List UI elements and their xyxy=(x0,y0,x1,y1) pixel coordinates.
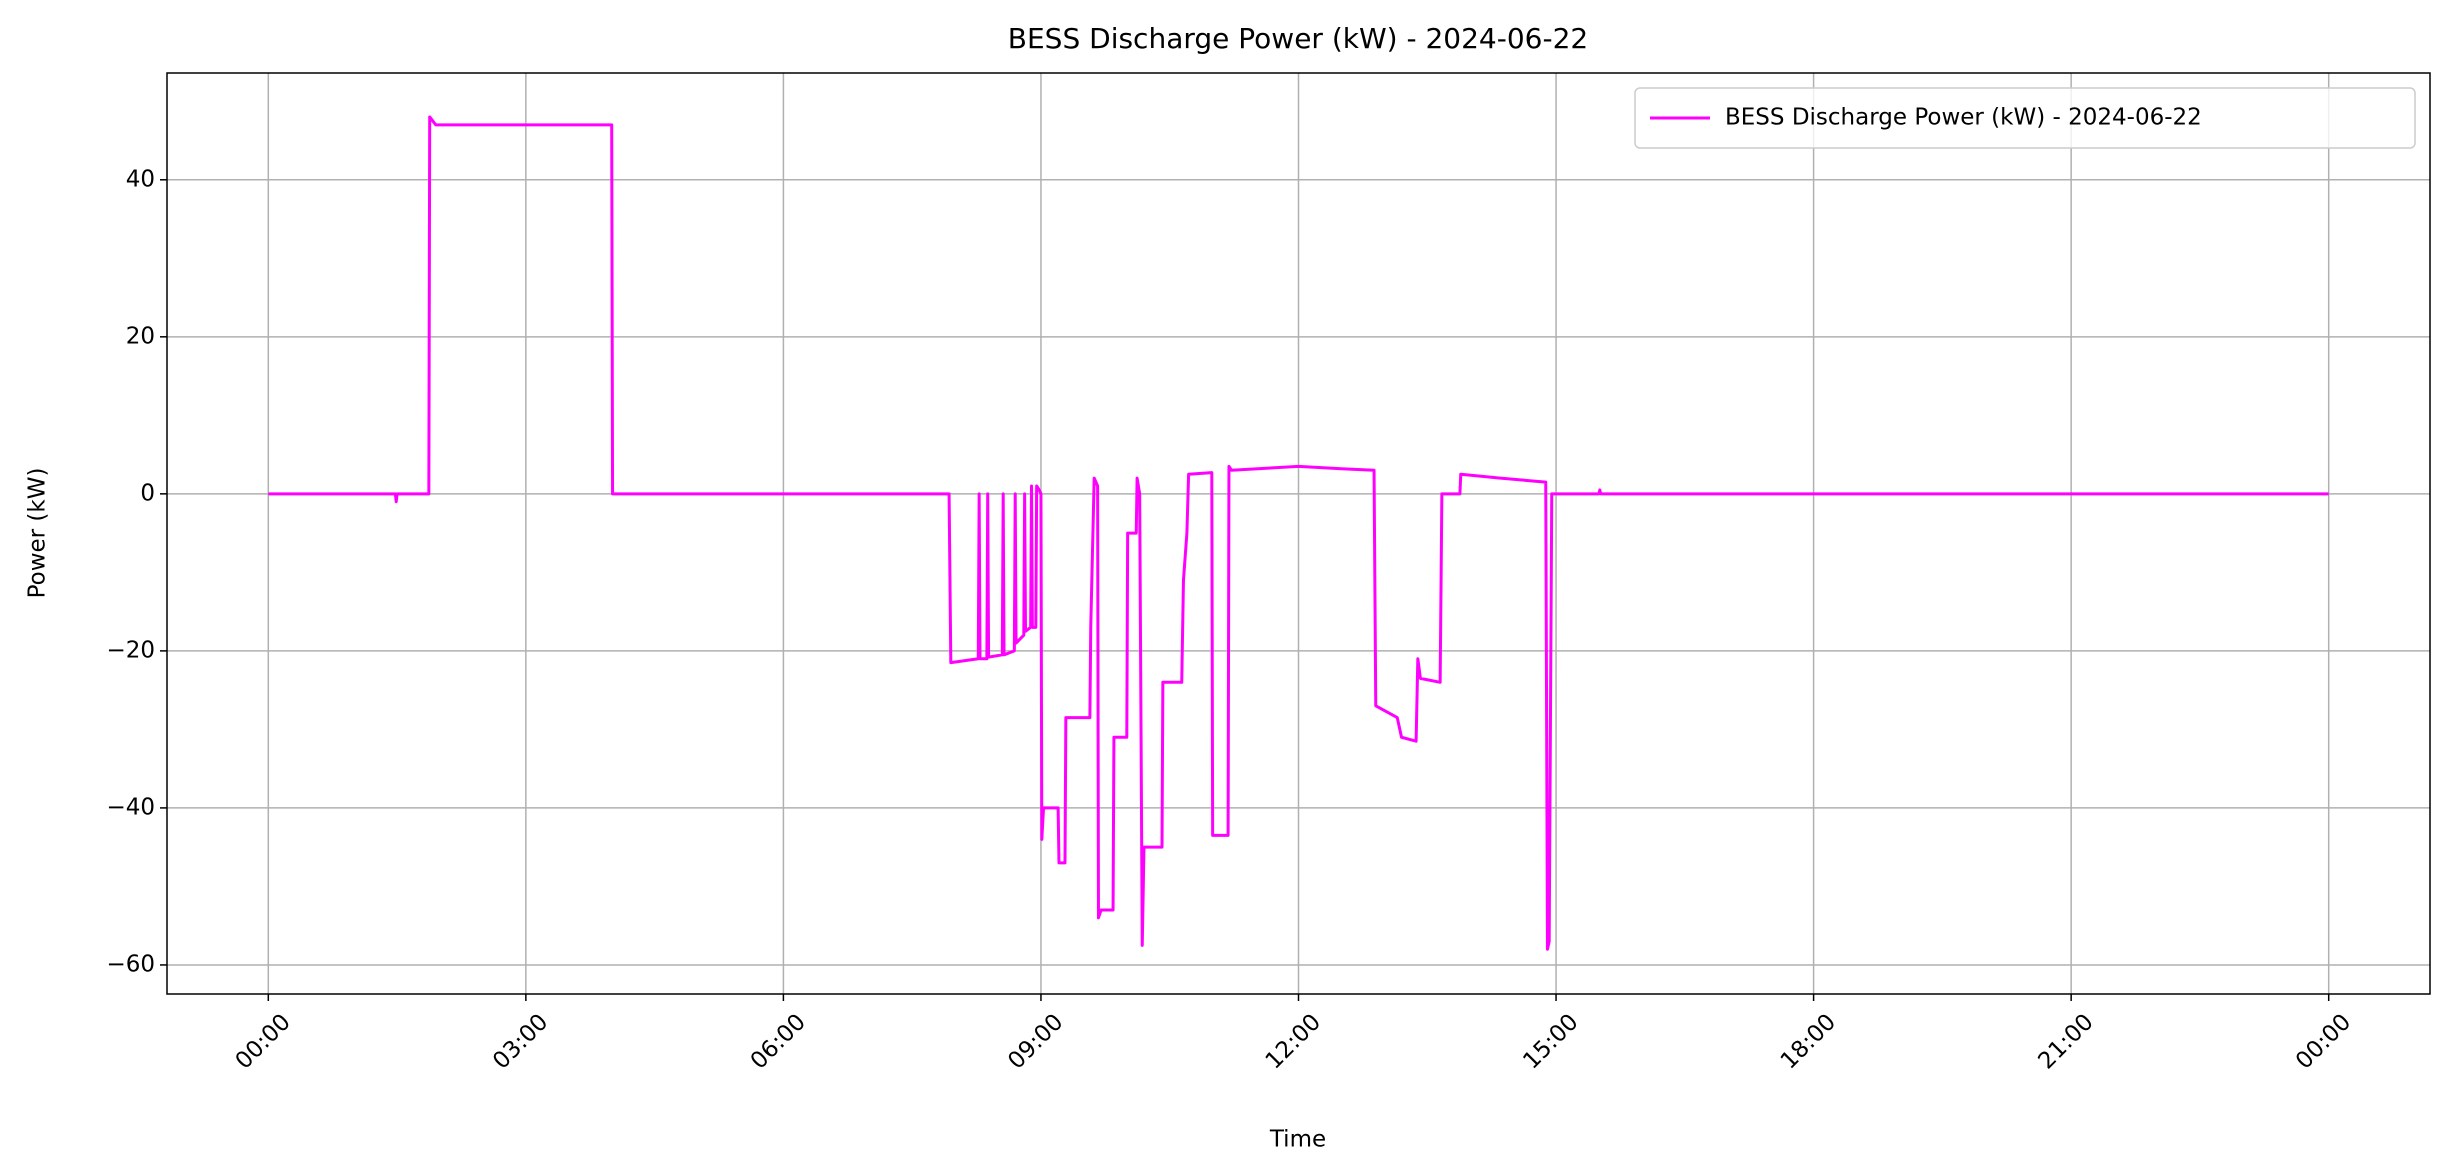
y-tick-label: 20 xyxy=(126,323,155,349)
chart-title: BESS Discharge Power (kW) - 2024-06-22 xyxy=(1008,22,1588,55)
data-line xyxy=(268,115,2329,951)
y-tick-label: 0 xyxy=(140,480,155,506)
y-tick-label: −60 xyxy=(106,951,155,977)
x-tick-label: 00:00 xyxy=(2291,1009,2356,1074)
x-tick-label: 03:00 xyxy=(488,1009,553,1074)
x-tick-label: 12:00 xyxy=(1261,1009,1326,1074)
y-tick-label: −20 xyxy=(106,637,155,663)
plot-frame xyxy=(166,72,2431,995)
x-tick-label: 21:00 xyxy=(2033,1009,2098,1074)
y-axis-label: Power (kW) xyxy=(25,468,51,599)
y-tick-label: 40 xyxy=(126,166,155,192)
x-tick-label: 15:00 xyxy=(1518,1009,1583,1074)
x-tick-label: 00:00 xyxy=(231,1009,296,1074)
legend-label: BESS Discharge Power (kW) - 2024-06-22 xyxy=(1725,105,2202,131)
x-axis-label: Time xyxy=(1269,1127,1326,1153)
y-tick-label: −40 xyxy=(106,794,155,820)
x-tick-label: 18:00 xyxy=(1776,1009,1841,1074)
x-tick-label: 06:00 xyxy=(746,1009,811,1074)
x-tick-label: 09:00 xyxy=(1003,1009,1068,1074)
legend-box xyxy=(1634,87,2416,149)
